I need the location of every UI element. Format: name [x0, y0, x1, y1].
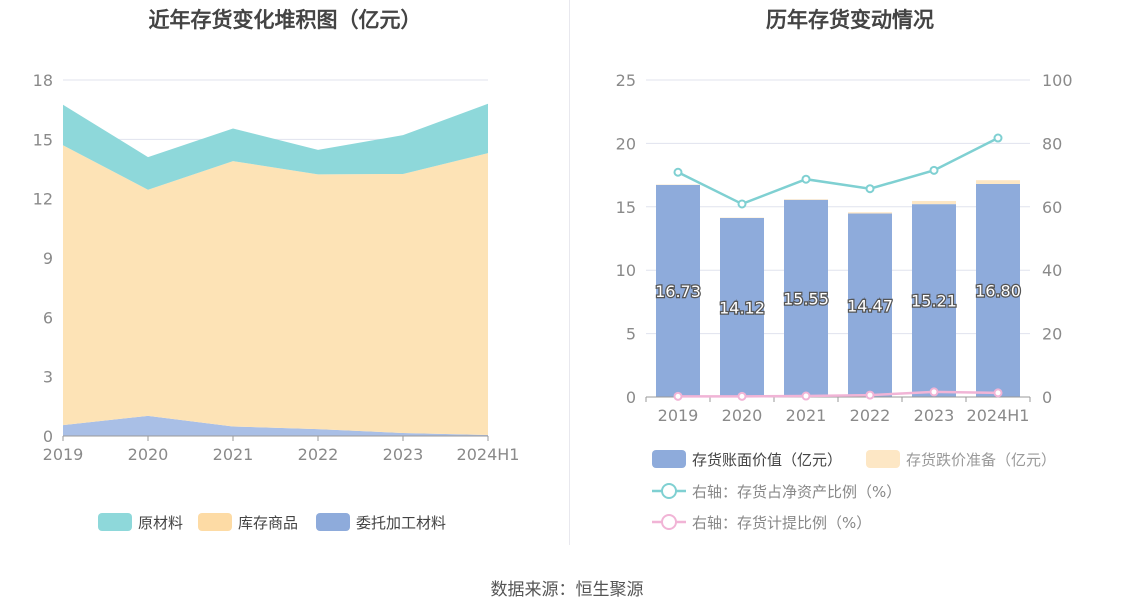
x-tick-label: 2019: [43, 445, 84, 464]
x-tick-label: 2022: [298, 445, 339, 464]
area-库存商品: [63, 145, 488, 436]
legend-icon-reserve: [866, 450, 900, 468]
y-tick-label: 0: [43, 427, 53, 446]
provision-point: [865, 390, 875, 400]
y-tick-label: 15: [616, 198, 636, 217]
y2-tick-label: 80: [1042, 134, 1062, 153]
y2-tick-label: 20: [1042, 325, 1062, 344]
legend-label: 库存商品: [238, 514, 298, 532]
y-tick-label: 6: [43, 308, 53, 327]
legend-label-provision: 右轴：存货计提比例（%）: [692, 514, 871, 532]
legend-icon: [316, 513, 350, 531]
area-chart-title: 近年存货变化堆积图（亿元）: [148, 8, 422, 32]
provision-point: [929, 387, 939, 397]
provision-point: [673, 391, 683, 401]
legend-marker-icon: [661, 514, 677, 530]
ratio-point: [801, 174, 811, 184]
bar-reserve: [848, 212, 892, 214]
x-tick-label: 2020: [128, 445, 169, 464]
ratio-point: [865, 184, 875, 194]
bar-data-label: 14.12: [719, 298, 765, 317]
bar-book-value: [848, 213, 892, 397]
area-委托加工材料: [63, 415, 488, 436]
legend-label: 委托加工材料: [356, 514, 446, 532]
bar-data-label: 16.80: [975, 281, 1021, 300]
bar-chart-title: 历年存货变动情况: [766, 8, 934, 32]
ratio-point: [673, 167, 683, 177]
data-source-note: 数据来源：恒生聚源: [490, 580, 644, 600]
y-tick-label: 18: [33, 71, 53, 90]
provision-line: [678, 390, 999, 398]
y-tick-label: 10: [616, 261, 636, 280]
bar-data-label: 14.47: [847, 296, 893, 315]
legend-icon: [198, 513, 232, 531]
bar-data-label: 15.55: [783, 289, 829, 308]
ratio-point: [737, 199, 747, 209]
ratio-point: [993, 133, 1003, 143]
y-tick-label: 3: [43, 368, 53, 387]
inventory-stacked-area-chart: 0 3 6 9 12 15 18 2019 2020 2021 2022 2023 2024H1 原材料 库…: [33, 71, 520, 532]
bar-book-value: [656, 184, 700, 397]
legend-label-book: 存货账面价值（亿元）: [692, 451, 842, 469]
x-tick-label: 2021: [213, 445, 254, 464]
y-tick-label: 15: [33, 130, 53, 149]
bar-book-value: [976, 183, 1020, 397]
y-tick-label: 20: [616, 134, 636, 153]
panel-divider: [569, 0, 570, 545]
x-tick-label: 2024H1: [457, 445, 520, 464]
y-tick-label: 5: [626, 325, 636, 344]
ratio-line: [677, 136, 999, 206]
inventory-change-bar-chart: 0 5 10 15 20 25 0 20 40 60 80 100 16.73 14.12 15.55 14.…: [616, 71, 1073, 532]
bar-reserve: [976, 180, 1020, 184]
provision-point: [737, 391, 747, 401]
x-tick-label: 2020: [722, 406, 763, 425]
legend-icon: [98, 513, 132, 531]
x-tick-label: 2024H1: [967, 406, 1030, 425]
y-tick-label: 0: [626, 388, 636, 407]
legend-label-reserve: 存货跌价准备（亿元）: [906, 451, 1056, 469]
x-tick-label: 2019: [658, 406, 699, 425]
bar-book-value: [912, 204, 956, 397]
bar-reserve: [912, 200, 956, 205]
y-tick-label: 25: [616, 71, 636, 90]
bar-book-value: [784, 199, 828, 397]
bar-data-label: 16.73: [655, 282, 701, 301]
ratio-point: [929, 165, 939, 175]
y-tick-label: 12: [33, 190, 53, 209]
legend-icon-book: [652, 450, 686, 468]
provision-point: [993, 388, 1003, 398]
legend-marker-icon: [661, 483, 677, 499]
y-tick-label: 9: [43, 249, 53, 268]
y2-tick-label: 100: [1042, 71, 1073, 90]
x-tick-label: 2023: [914, 406, 955, 425]
area-原材料: [63, 103, 488, 190]
y2-tick-label: 60: [1042, 198, 1062, 217]
y2-tick-label: 0: [1042, 388, 1052, 407]
y2-tick-label: 40: [1042, 261, 1062, 280]
x-tick-label: 2021: [786, 406, 827, 425]
bar-book-value: [720, 217, 764, 397]
bar-data-label: 15.21: [911, 292, 957, 311]
provision-point: [801, 391, 811, 401]
bar-reserve: [784, 199, 828, 200]
x-tick-label: 2023: [383, 445, 424, 464]
x-tick-label: 2022: [850, 406, 891, 425]
legend-label: 原材料: [138, 514, 183, 532]
legend-label-ratio: 右轴：存货占净资产比例（%）: [692, 483, 901, 501]
